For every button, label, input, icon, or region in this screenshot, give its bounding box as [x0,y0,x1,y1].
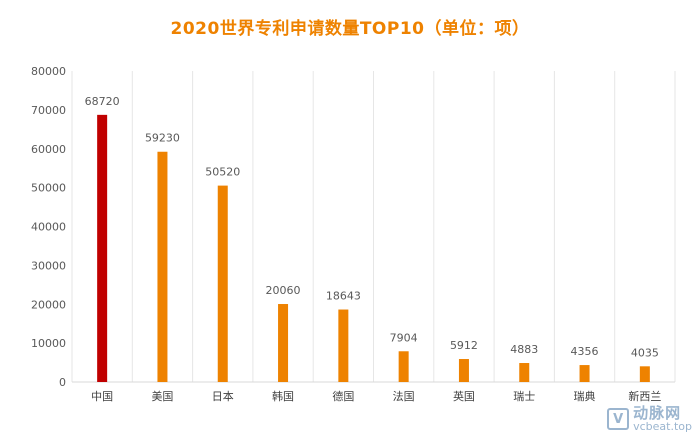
y-tick-label: 40000 [31,221,66,234]
category-label: 瑞典 [574,389,596,403]
y-tick-label: 0 [59,376,66,389]
bar [458,359,469,382]
chart-title: 2020世界专利申请数量TOP10（单位：项） [170,19,530,39]
watermark-brand: 动脉网 [633,403,682,422]
bar [278,304,289,382]
category-label: 英国 [453,389,475,403]
y-tick-label: 30000 [31,259,66,272]
y-tick-label: 50000 [31,182,66,195]
category-label: 新西兰 [628,389,661,403]
bar [579,365,590,382]
data-label: 5912 [450,339,478,352]
bar [398,351,409,382]
data-label: 20060 [266,284,301,297]
bar [338,309,349,382]
y-tick-label: 60000 [31,143,66,156]
data-label: 4035 [631,346,659,359]
category-label: 瑞士 [513,389,535,403]
category-label: 德国 [332,389,354,403]
data-label: 68720 [85,95,120,108]
category-label: 美国 [151,390,173,403]
labels: 0 10000 20000 30000 40000 50000 60000 70000 8000… [31,65,661,403]
bar [97,114,108,382]
y-tick-label: 80000 [31,65,66,78]
bar [519,363,530,382]
y-tick-label: 10000 [31,337,66,350]
watermark: V 动脉网 vcbeat.top [607,403,692,434]
data-label: 59230 [145,132,180,145]
bar [639,366,650,382]
y-tick-label: 70000 [31,104,66,117]
category-label: 韩国 [272,389,294,403]
bar [217,185,228,382]
category-label: 法国 [393,389,415,403]
data-label: 7904 [390,331,418,344]
data-label: 50520 [205,166,240,179]
grid-lines [71,71,676,382]
category-label: 日本 [212,389,234,403]
watermark-url: vcbeat.top [633,420,692,434]
data-label: 4356 [571,345,599,358]
bars [97,114,650,382]
data-label: 4883 [510,343,538,356]
bar [157,151,168,382]
category-label: 中国 [91,390,113,403]
data-label: 18643 [326,290,361,303]
y-tick-label: 20000 [31,298,66,311]
watermark-logo-icon: V [607,408,630,431]
